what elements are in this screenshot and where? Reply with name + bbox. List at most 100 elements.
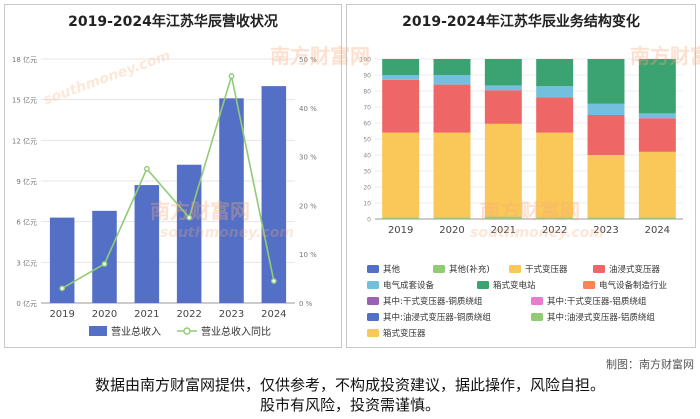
stack-segment xyxy=(433,75,471,85)
y-tick-label: 100 xyxy=(360,57,372,64)
stack-segment xyxy=(433,217,471,219)
y-tick-label: 90 xyxy=(363,73,371,80)
legend-label: 其中:干式变压器-铝质绕组 xyxy=(547,296,647,307)
growth-line xyxy=(61,75,275,290)
legend-swatch xyxy=(367,313,379,321)
legend-label: 电气设备制造行业 xyxy=(599,280,667,291)
x-tick-label: 2023 xyxy=(593,225,618,236)
y-right-tick-label: 20 % xyxy=(299,202,317,210)
legend-swatch-growth-marker xyxy=(183,327,191,335)
legend-label: 箱式变压器 xyxy=(383,328,426,339)
x-tick-label: 2019 xyxy=(388,225,413,236)
stack-segment xyxy=(433,132,471,218)
y-tick-label: 40 xyxy=(363,153,371,160)
legend-label: 箱式变电站 xyxy=(493,280,536,291)
y-right-tick-label: 50 % xyxy=(299,56,317,64)
legend-swatch xyxy=(433,265,445,273)
y-right-tick-label: 0 % xyxy=(299,300,313,308)
revenue-bar xyxy=(219,98,244,303)
disclaimer-line-2: 股市有风险，投资需谨慎。 xyxy=(259,396,440,414)
disclaimer: 数据由南方财富网提供，仅供参考，不构成投资建议，据此操作，风险自担。 股市有风险… xyxy=(0,375,700,415)
y-left-tick-label: 0 亿元 xyxy=(16,299,37,308)
growth-point xyxy=(143,165,150,172)
stack-segment xyxy=(587,217,625,219)
structure-chart: 0 10 20 30 40 50 60 70 80 90 100 2019 2020 2021 2022 20… xyxy=(360,57,683,339)
x-tick-label: 2021 xyxy=(134,309,159,320)
stack-segment xyxy=(484,216,522,219)
stack-segment xyxy=(536,59,574,87)
y-right-tick-label: 30 % xyxy=(299,154,317,162)
x-tick-label: 2021 xyxy=(491,225,516,236)
stack-segment xyxy=(587,103,625,115)
revenue-bar xyxy=(176,164,202,303)
legend-label: 油浸式变压器 xyxy=(609,264,661,275)
growth-point xyxy=(228,73,235,79)
stack-segment xyxy=(638,118,676,152)
stack-segment xyxy=(382,59,420,75)
y-tick-label: 50 xyxy=(363,137,371,144)
x-tick-label: 2020 xyxy=(92,309,117,320)
x-tick-label: 2024 xyxy=(261,309,286,320)
x-tick-label: 2019 xyxy=(49,309,74,320)
y-right-tick-label: 10 % xyxy=(299,251,317,259)
stack-segment xyxy=(433,59,471,75)
y-tick-label: 70 xyxy=(363,105,371,112)
legend-label: 营业总收入同比 xyxy=(201,325,271,338)
stack-segment xyxy=(536,86,574,98)
legend-label: 营业总收入 xyxy=(111,325,161,338)
revenue-bar xyxy=(92,210,117,303)
growth-point xyxy=(186,214,193,221)
structure-chart-panel: 2019-2024年江苏华辰业务结构变化 0 10 20 30 40 50 60 70 80 90… xyxy=(346,4,696,348)
x-tick-label: 2022 xyxy=(176,309,201,320)
stack-segment xyxy=(638,59,676,114)
credit-text: 制图：南方财富网 xyxy=(606,358,694,371)
revenue-chart-panel: 2019-2024年江苏华辰营收状况 0 亿元 3 亿元 6 亿元 9 亿元 12 亿元… xyxy=(4,4,342,348)
legend-label: 其中:油浸式变压器-铜质绕组 xyxy=(383,312,491,323)
legend-swatch-revenue xyxy=(89,326,107,336)
stack-segment xyxy=(536,217,574,219)
legend-swatch xyxy=(531,297,543,305)
legend-swatch xyxy=(509,265,521,273)
stack-segment xyxy=(638,217,676,219)
legend-swatch xyxy=(531,313,543,321)
growth-point xyxy=(270,278,277,284)
stack-segment xyxy=(433,84,471,133)
legend-swatch xyxy=(477,281,489,289)
stack-segment xyxy=(587,115,625,155)
x-tick-label: 2023 xyxy=(219,309,244,320)
y-left-tick-label: 18 亿元 xyxy=(12,55,37,64)
y-tick-label: 0 xyxy=(367,217,371,224)
revenue-bar xyxy=(261,86,287,303)
y-right-tick-label: 40 % xyxy=(299,105,317,113)
y-left-tick-label: 9 亿元 xyxy=(16,177,37,186)
structure-chart-title: 2019-2024年江苏华辰业务结构变化 xyxy=(402,14,640,30)
stack-segment xyxy=(382,79,420,133)
y-tick-label: 80 xyxy=(363,89,371,96)
legend-swatch xyxy=(367,265,379,273)
y-tick-label: 20 xyxy=(363,185,371,192)
legend-swatch xyxy=(367,281,379,289)
disclaimer-line-1: 数据由南方财富网提供，仅供参考，不构成投资建议，据此操作，风险自担。 xyxy=(94,376,605,394)
revenue-bar xyxy=(134,185,160,303)
legend-swatch xyxy=(583,281,595,289)
legend-label: 其中:干式变压器-铜质绕组 xyxy=(383,296,483,307)
stack-segment xyxy=(536,97,574,133)
stack-segment xyxy=(536,132,574,218)
legend-label: 干式变压器 xyxy=(525,264,568,275)
y-tick-label: 60 xyxy=(363,121,371,128)
stack-segment xyxy=(484,90,522,124)
stack-segment xyxy=(484,85,522,91)
legend-swatch xyxy=(593,265,605,273)
y-left-tick-label: 3 亿元 xyxy=(16,258,37,267)
y-tick-label: 10 xyxy=(363,201,371,208)
stack-segment xyxy=(382,75,420,80)
x-tick-label: 2024 xyxy=(645,225,670,236)
growth-point xyxy=(59,285,66,292)
stack-segment xyxy=(638,113,676,119)
growth-point xyxy=(101,261,108,267)
y-left-tick-label: 12 亿元 xyxy=(12,136,37,145)
stack-segment xyxy=(638,151,676,218)
legend-label: 电气成套设备 xyxy=(383,280,435,291)
stack-segment xyxy=(484,59,522,86)
legend-label: 其他(补充) xyxy=(449,264,490,275)
